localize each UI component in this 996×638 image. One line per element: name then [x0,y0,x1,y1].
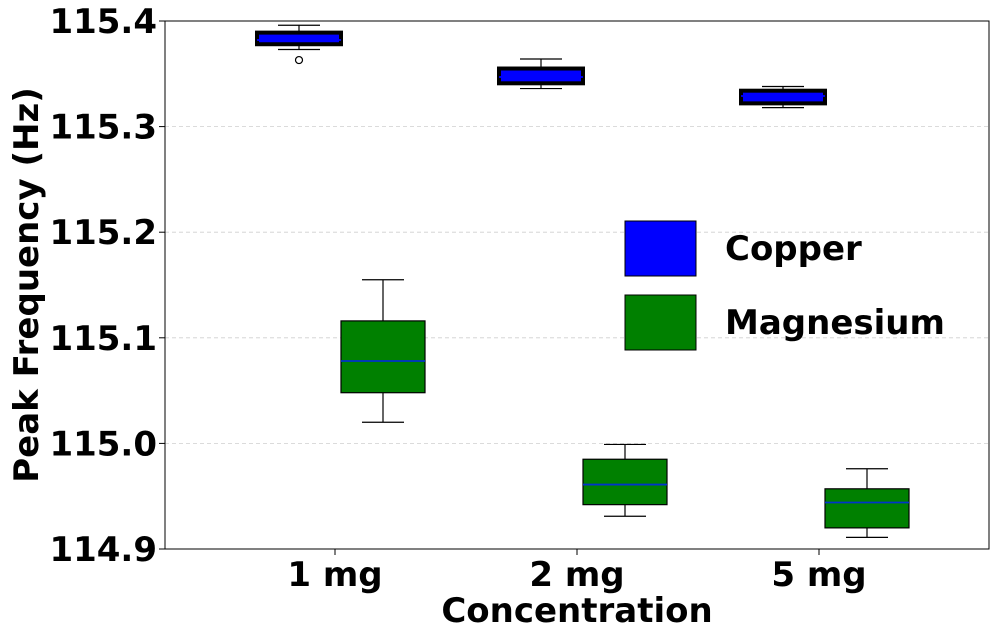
legend-label-copper: Copper [725,229,862,269]
y-axis: 114.9 115.0 115.1 115.2 115.3 115.4 [49,2,165,570]
iqr-box [739,88,827,106]
y-tick-label: 114.9 [49,530,157,570]
iqr-box [340,320,426,394]
y-axis-label: Peak Frequency (Hz) [7,87,47,483]
legend-swatch-copper [624,220,697,277]
plot-area [164,20,990,550]
iqr-box [582,458,668,506]
x-axis-label: Concentration [441,591,712,631]
magnesium-box-1 [582,443,668,517]
x-tick-label: 2 mg [529,555,624,595]
y-tick-label: 115.1 [49,319,157,359]
y-tick-label: 115.0 [49,424,157,464]
copper-box-2 [739,85,827,109]
x-tick-label: 1 mg [287,555,382,595]
y-tick-label: 115.2 [49,213,157,253]
y-tick-label: 115.3 [49,108,157,148]
y-tick-label: 115.4 [49,2,157,42]
outlier-point [294,55,304,65]
x-tick-label: 5 mg [771,555,866,595]
legend: Copper Magnesium [624,220,945,351]
gridlines [165,126,989,444]
legend-swatch-magnesium [624,294,697,351]
x-axis: 1 mg 2 mg 5 mg [287,549,867,595]
boxes [255,24,910,538]
legend-label-magnesium: Magnesium [725,303,945,343]
copper-box-1 [497,58,585,90]
iqr-box [824,488,910,529]
iqr-box [255,30,343,47]
magnesium-box-2 [824,468,910,538]
copper-box-0 [255,24,343,65]
iqr-box [497,66,585,86]
magnesium-box-0 [340,279,426,423]
